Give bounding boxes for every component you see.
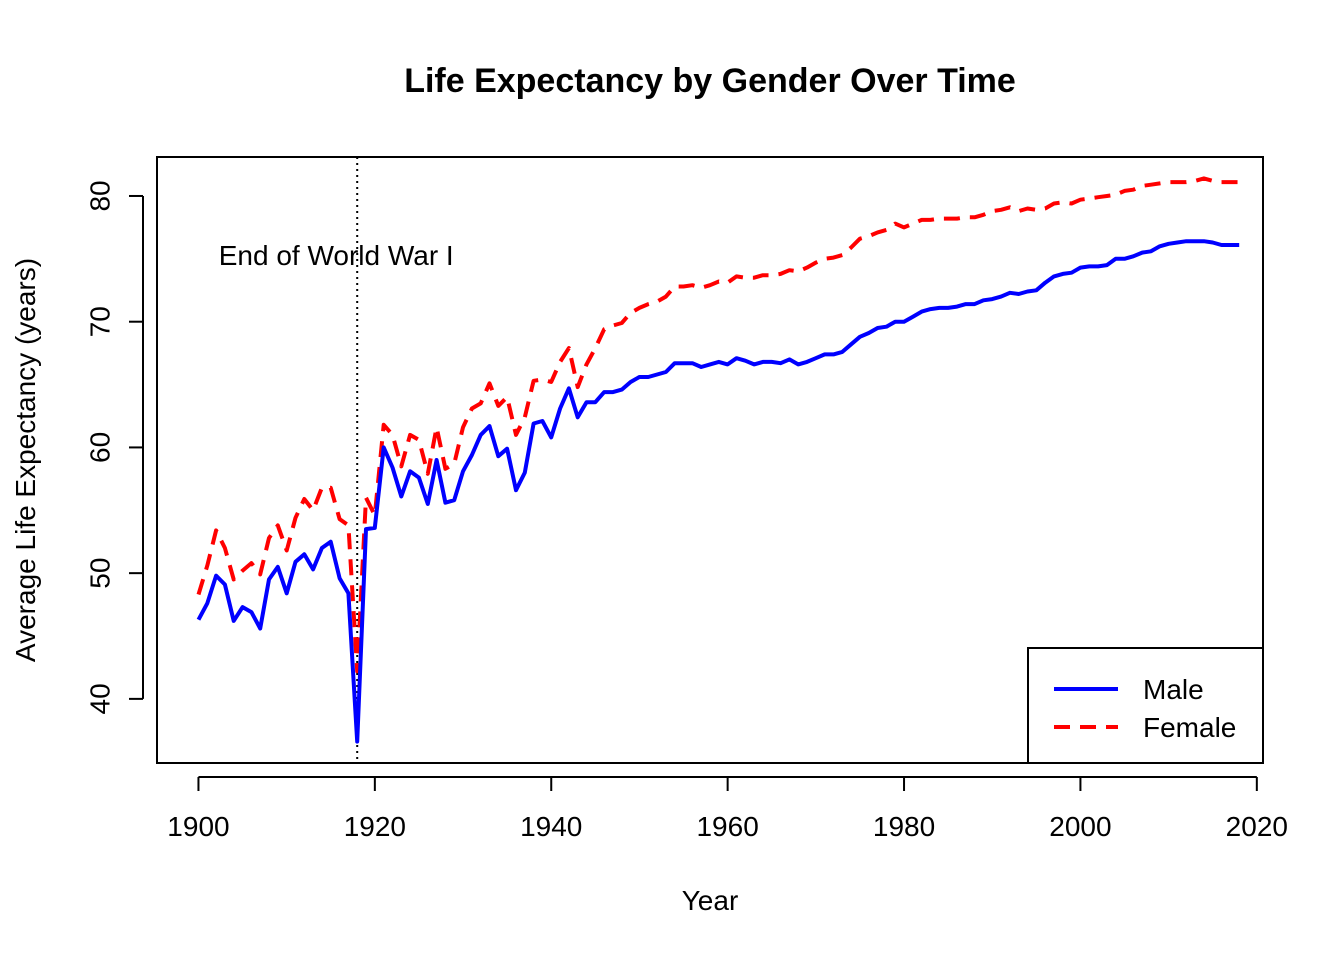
x-tick-label: 2020: [1226, 811, 1288, 842]
y-tick-label: 50: [84, 558, 115, 589]
x-tick-label: 2000: [1049, 811, 1111, 842]
plot-area: End of World War I: [196, 157, 1240, 763]
x-axis-label: Year: [682, 885, 739, 916]
chart-title: Life Expectancy by Gender Over Time: [404, 62, 1016, 100]
x-tick-label: 1960: [696, 811, 758, 842]
legend: Male Female: [1027, 647, 1264, 764]
legend-label-female: Female: [1143, 712, 1236, 743]
annotation-end-of-ww1: End of World War I: [219, 240, 454, 271]
x-tick-label: 1920: [344, 811, 406, 842]
x-tick-label: 1900: [167, 811, 229, 842]
y-tick-label: 60: [84, 432, 115, 463]
y-axis: 40 50 60 70 80: [84, 180, 144, 714]
legend-box: [1027, 647, 1264, 764]
plot-frame: [156, 156, 1264, 764]
series-line-male: [196, 239, 1240, 744]
y-axis-label: Average Life Expectancy (years): [10, 258, 41, 662]
legend-label-male: Male: [1143, 674, 1204, 705]
y-tick-label: 70: [84, 306, 115, 337]
y-tick-label: 80: [84, 180, 115, 211]
x-tick-label: 1940: [520, 811, 582, 842]
series-line-female: [196, 176, 1240, 674]
x-tick-label: 1980: [873, 811, 935, 842]
x-axis: 1900 1920 1940 1960 1980 2000 2020: [167, 776, 1288, 842]
y-tick-label: 40: [84, 683, 115, 714]
